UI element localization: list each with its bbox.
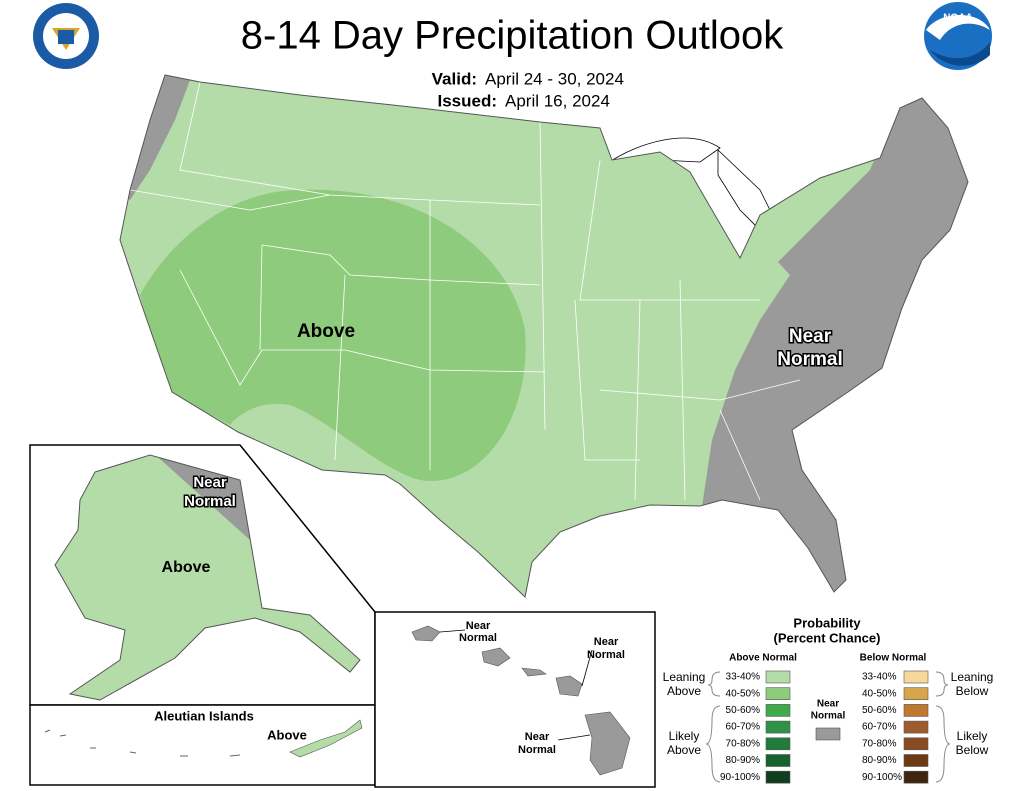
above-range-label: 70-80% <box>726 738 761 749</box>
above-header: Above Normal <box>729 653 797 664</box>
below-swatch <box>903 770 929 784</box>
conus-label: Normal <box>777 349 842 370</box>
island <box>584 711 631 776</box>
above-range-label: 40-50% <box>726 688 761 699</box>
below-range-label: 50-60% <box>862 705 897 716</box>
conus-outline <box>119 74 969 598</box>
aleutian-label: Above <box>267 727 307 742</box>
hawaii-islands <box>411 625 631 776</box>
island <box>555 675 583 697</box>
above-swatch <box>765 720 791 734</box>
valid-label: Valid: <box>432 69 477 88</box>
below-swatch <box>903 737 929 751</box>
aleutian-islands <box>289 719 363 758</box>
above-swatch <box>765 737 791 751</box>
legend-subtitle: (Percent Chance) <box>774 630 881 645</box>
above-swatch <box>765 704 791 717</box>
above-swatch <box>765 687 791 701</box>
above-range-label: 80-90% <box>726 755 761 766</box>
island <box>521 667 547 677</box>
above-range-label: 50-60% <box>726 705 761 716</box>
group-label: Above <box>667 684 701 698</box>
below-range-label: 60-70% <box>862 722 897 733</box>
alaska-label: Above <box>162 559 211 576</box>
issued-label: Issued: <box>437 91 497 110</box>
hawaii-label: Normal <box>587 649 625 661</box>
below-swatch <box>903 720 929 734</box>
group-label: Leaning <box>663 670 706 684</box>
group-label: Likely <box>957 729 988 743</box>
near-normal-label: Near <box>817 699 839 710</box>
above-swatch <box>765 670 791 684</box>
below-header: Below Normal <box>860 653 927 664</box>
state-lines <box>129 81 801 501</box>
below-swatch <box>903 704 929 717</box>
hawaii-label: Normal <box>459 632 497 644</box>
below-range-label: 33-40% <box>862 672 897 683</box>
group-label: Below <box>956 684 989 698</box>
below-range-label: 70-80% <box>862 738 897 749</box>
island <box>411 625 441 642</box>
below-range-label: 90-100% <box>862 772 902 783</box>
group-label: Leaning <box>951 670 994 684</box>
issued-date: April 16, 2024 <box>505 91 610 110</box>
below-swatch <box>903 687 929 701</box>
above-range-label: 90-100% <box>720 772 760 783</box>
hawaii-label: Normal <box>518 744 556 756</box>
aleutian-title: Aleutian Islands <box>154 708 254 723</box>
alaska-label: Near <box>193 474 227 491</box>
legend-title: Probability <box>793 615 861 630</box>
title: 8-14 Day Precipitation Outlook <box>241 14 785 58</box>
above-swatch <box>765 754 791 767</box>
below-range-label: 40-50% <box>862 688 897 699</box>
conus-label: Near <box>789 326 832 347</box>
conus-above-40-50 <box>140 189 526 481</box>
noaa-logo: NOAA <box>924 2 992 70</box>
near-normal-swatch <box>815 727 841 741</box>
hawaii-label: Near <box>525 731 550 743</box>
near-normal-label: Normal <box>811 711 846 722</box>
above-swatch <box>765 770 791 784</box>
hawaii-label: Near <box>466 620 491 632</box>
group-label: Likely <box>669 729 700 743</box>
conus-label: Above <box>297 321 355 342</box>
below-range-label: 80-90% <box>862 755 897 766</box>
alaska-outline <box>54 454 361 701</box>
group-label: Below <box>956 743 989 757</box>
below-swatch <box>903 670 929 684</box>
noaa-text: NOAA <box>943 13 972 24</box>
above-range-label: 33-40% <box>726 672 761 683</box>
group-label: Above <box>667 743 701 757</box>
island <box>481 647 511 667</box>
below-swatch <box>903 754 929 767</box>
alaska-label: Normal <box>184 493 236 510</box>
commerce-logo <box>33 3 99 69</box>
legend: Probability (Percent Chance) Above Norma… <box>663 615 994 784</box>
above-range-label: 60-70% <box>726 722 761 733</box>
hawaii-label: Near <box>594 636 619 648</box>
valid-date: April 24 - 30, 2024 <box>485 69 624 88</box>
